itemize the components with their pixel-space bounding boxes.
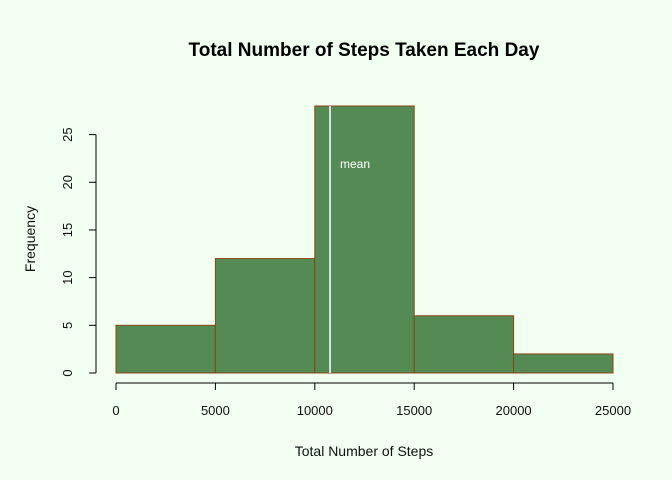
histogram-bars bbox=[115, 105, 614, 374]
y-tick-label-0: 0 bbox=[60, 369, 75, 376]
y-tick-label-5: 25 bbox=[60, 127, 75, 141]
y-axis: 0 5 10 15 20 25 bbox=[60, 127, 97, 377]
y-tick-label-4: 20 bbox=[60, 175, 75, 189]
histogram-bar-3 bbox=[413, 315, 515, 374]
mean-label: mean bbox=[340, 157, 370, 171]
histogram-bar-4 bbox=[513, 353, 614, 374]
x-tick-label-3: 15000 bbox=[396, 403, 432, 418]
x-tick-label-5: 25000 bbox=[595, 403, 631, 418]
y-tick-label-2: 10 bbox=[60, 270, 75, 284]
x-tick-label-0: 0 bbox=[112, 403, 119, 418]
x-tick-label-2: 10000 bbox=[297, 403, 333, 418]
y-tick-label-3: 15 bbox=[60, 223, 75, 237]
histogram-bar-1 bbox=[214, 258, 316, 374]
chart-title: Total Number of Steps Taken Each Day bbox=[189, 40, 540, 61]
x-axis: 0 5000 10000 15000 20000 25000 bbox=[112, 382, 631, 418]
x-tick-label-1: 5000 bbox=[201, 403, 230, 418]
y-axis-label: Frequency bbox=[22, 206, 38, 272]
mean-annotation: mean bbox=[329, 106, 370, 373]
histogram-bar-0 bbox=[115, 324, 216, 374]
y-tick-label-1: 5 bbox=[60, 322, 75, 329]
x-tick-label-4: 20000 bbox=[496, 403, 532, 418]
histogram-bar-2 bbox=[314, 105, 415, 374]
x-axis-label: Total Number of Steps bbox=[295, 443, 434, 459]
